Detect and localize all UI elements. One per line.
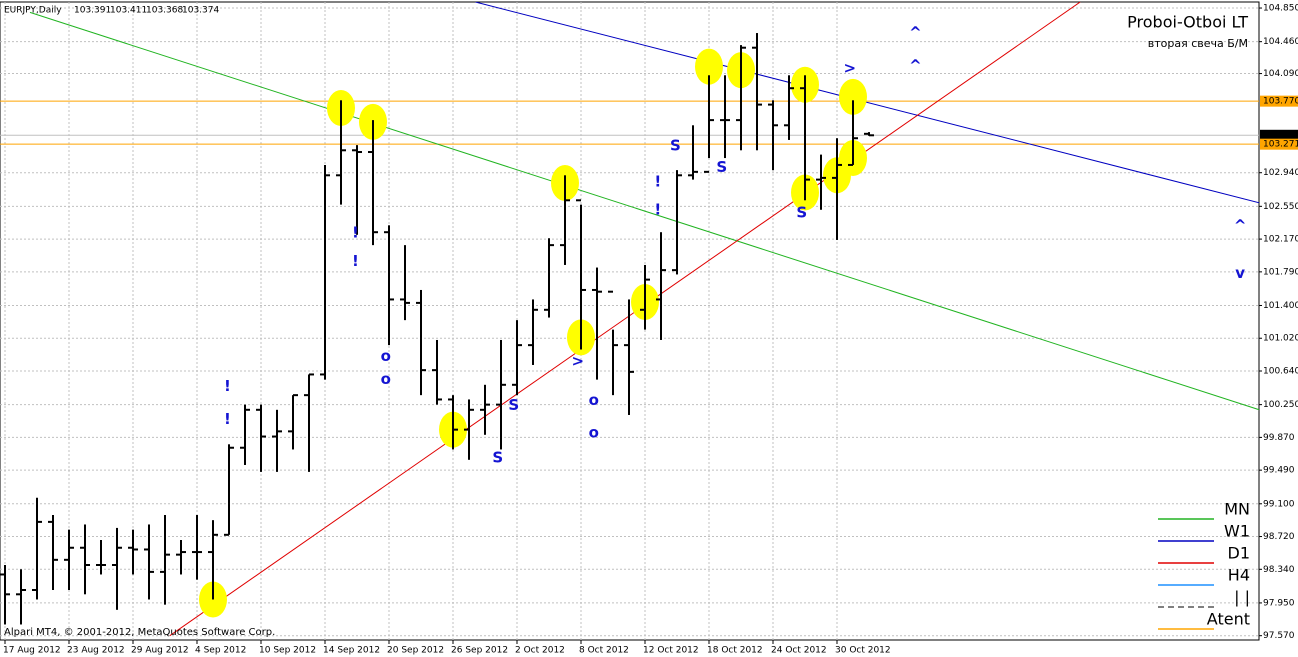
marker: o — [381, 347, 391, 365]
y-tick-label: 97.570 — [1263, 631, 1295, 641]
price-label-box — [1260, 95, 1298, 107]
legend-label: D1 — [1228, 544, 1251, 563]
y-tick-label: 97.950 — [1263, 598, 1295, 608]
x-tick-label: 10 Sep 2012 — [259, 646, 316, 656]
marker: S — [492, 449, 503, 467]
y-tick-label: 98.720 — [1263, 532, 1295, 542]
y-tick-label: 101.020 — [1263, 334, 1298, 344]
y-tick-label: 99.100 — [1263, 499, 1295, 509]
x-tick-label: 24 Oct 2012 — [771, 646, 827, 656]
header-low: 103.368 — [146, 6, 183, 16]
marker: v — [1235, 264, 1245, 282]
y-tick-label: 101.790 — [1263, 267, 1298, 277]
marker: o — [589, 424, 599, 442]
y-tick-label: 102.940 — [1263, 168, 1298, 178]
price-label: 103.374 — [1263, 131, 1298, 141]
marker: ^ — [1234, 217, 1247, 235]
x-tick-label: 4 Sep 2012 — [195, 646, 246, 656]
y-tick-label: 98.340 — [1263, 565, 1295, 575]
x-tick-label: 18 Oct 2012 — [707, 646, 763, 656]
marker: > — [572, 352, 585, 370]
marker: ^ — [909, 24, 922, 42]
x-tick-label: 29 Aug 2012 — [131, 646, 189, 656]
marker: o — [381, 370, 391, 388]
marker: ! — [352, 252, 359, 270]
legend-label: MN — [1224, 500, 1250, 519]
y-tick-label: 101.400 — [1263, 301, 1298, 311]
price-label-box — [1260, 138, 1298, 150]
marker: S — [716, 158, 727, 176]
y-tick-label: 104.460 — [1263, 37, 1298, 47]
y-tick-label: 104.850 — [1263, 4, 1298, 14]
marker: S — [796, 204, 807, 222]
chart-title: Proboi-Otboi LT — [1127, 13, 1248, 32]
x-tick-label: 14 Sep 2012 — [323, 646, 380, 656]
symbol: EURJPY,Daily — [4, 6, 62, 16]
marker: > — [844, 59, 857, 77]
legend-label: Atent — [1207, 610, 1250, 629]
price-label: 103.770 — [1263, 97, 1298, 107]
x-tick-label: 23 Aug 2012 — [67, 646, 125, 656]
chart-subtitle: вторая свеча Б/М — [1148, 37, 1248, 50]
highlight — [695, 48, 723, 85]
y-tick-label: 100.250 — [1263, 400, 1298, 410]
marker: S — [508, 396, 519, 414]
highlight — [839, 78, 867, 115]
legend-label: | | — [1234, 588, 1250, 607]
y-tick-label: 99.490 — [1263, 466, 1295, 476]
marker: o — [589, 391, 599, 409]
y-tick-label: 102.170 — [1263, 235, 1298, 245]
marker: ! — [654, 200, 661, 218]
y-tick-label: 100.640 — [1263, 367, 1298, 377]
x-tick-label: 8 Oct 2012 — [579, 646, 629, 656]
marker: ! — [224, 377, 231, 395]
trendline — [29, 11, 1259, 411]
trendline — [475, 2, 1259, 204]
x-tick-label: 30 Oct 2012 — [835, 646, 891, 656]
x-tick-label: 2 Oct 2012 — [515, 646, 565, 656]
price-label-box — [1260, 129, 1298, 141]
x-tick-label: 20 Sep 2012 — [387, 646, 444, 656]
trendline — [169, 2, 1081, 637]
marker: S — [670, 136, 681, 154]
footer: Alpari MT4, © 2001-2012, MetaQuotes Soft… — [4, 627, 275, 638]
y-tick-label: 99.870 — [1263, 433, 1295, 443]
marker: ! — [224, 410, 231, 428]
x-tick-label: 12 Oct 2012 — [643, 646, 699, 656]
header-high: 103.411 — [110, 6, 147, 16]
header-close: 103.374 — [182, 6, 219, 16]
legend-label: H4 — [1228, 566, 1250, 585]
marker: ! — [352, 224, 359, 242]
x-tick-label: 17 Aug 2012 — [3, 646, 61, 656]
y-tick-label: 102.550 — [1263, 202, 1298, 212]
legend-label: W1 — [1224, 522, 1250, 541]
header-open: 103.391 — [74, 6, 111, 16]
marker: ^ — [909, 56, 922, 74]
x-tick-label: 26 Sep 2012 — [451, 646, 508, 656]
y-tick-label: 104.090 — [1263, 69, 1298, 79]
marker: ! — [654, 173, 661, 191]
price-label: 103.271 — [1263, 140, 1298, 150]
